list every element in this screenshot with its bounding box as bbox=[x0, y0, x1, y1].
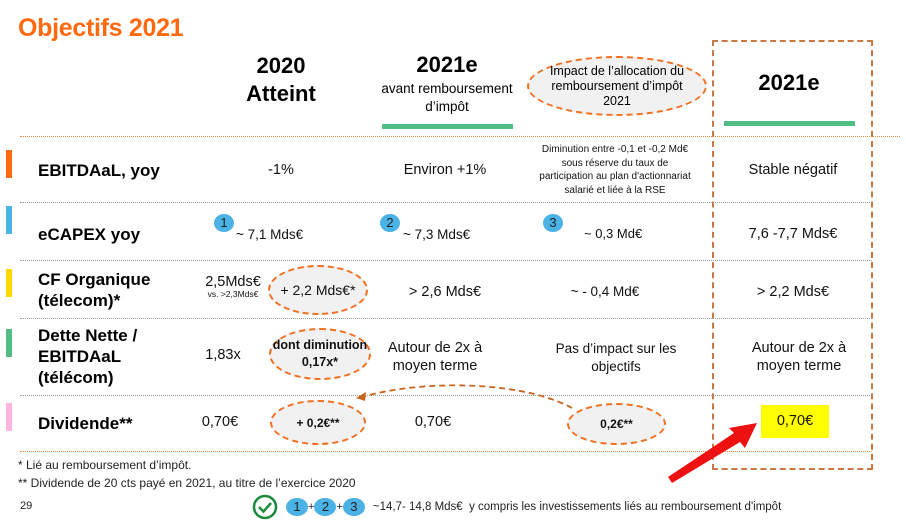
row-divider bbox=[20, 260, 872, 261]
cell-ebitdaal-2021-before: Environ +1% bbox=[403, 162, 487, 178]
oval-line: dont diminution bbox=[272, 338, 368, 352]
oval-dette-diminution: dont diminution 0,17x* bbox=[269, 328, 371, 380]
row-divider bbox=[20, 395, 872, 396]
subtitle-line: avant remboursement bbox=[381, 81, 513, 96]
badge-2: 2 bbox=[380, 214, 400, 232]
row-divider bbox=[20, 202, 872, 203]
plus-sign: + bbox=[308, 501, 315, 513]
footnote-1: * Lié au remboursement d’impôt. bbox=[18, 458, 192, 472]
badge-1: 1 bbox=[214, 214, 234, 232]
subtitle-line: d’impôt bbox=[425, 99, 469, 114]
plus-sign: + bbox=[336, 501, 343, 513]
oval-line: 0,17x* bbox=[301, 355, 339, 369]
cell-line: Pas d’impact sur les bbox=[555, 341, 677, 356]
row-label-dette-nette: Dette Nette / EBITDAaL (télécom) bbox=[38, 325, 137, 388]
impact-header-line: Impact de l’allocation du bbox=[549, 63, 685, 78]
col-header-2021-before-title: 2021e bbox=[416, 52, 478, 77]
cell-dividende-2021-before: 0,70€ bbox=[414, 414, 452, 430]
cell-line: moyen terme bbox=[756, 358, 842, 374]
cell-cf-impact: ~ - 0,4 Md€ bbox=[570, 284, 640, 299]
cell-ecapex-2020: ~ 7,1 Mds€ bbox=[236, 227, 304, 242]
cell-line: moyen terme bbox=[392, 358, 478, 374]
row-label-ecapex: eCAPEX yoy bbox=[38, 225, 141, 244]
impact-text-line: Diminution entre -0,1 et -0,2 Md€ bbox=[541, 144, 689, 155]
impact-text-line: sous réserve du taux de bbox=[561, 157, 669, 169]
oval-cf-allocation: + 2,2 Mds€* bbox=[268, 265, 368, 315]
impact-text-line: participation au plan d'actionnariat bbox=[539, 171, 691, 182]
cell-ecapex-2021-before: ~ 7,3 Mds€ bbox=[403, 227, 471, 242]
summary-line: 1 + 2 + 3 ~14,7- 14,8 Mds€ y compris les… bbox=[252, 494, 781, 520]
impact-header-line: remboursement d’impôt bbox=[551, 78, 683, 93]
cell-dividende-2020: 0,70€ bbox=[201, 414, 239, 430]
label-line: (télécom) bbox=[38, 368, 114, 387]
cell-dette-2021-before: Autour de 2x à moyen terme bbox=[372, 339, 498, 375]
col-header-impact-oval: Impact de l’allocation du remboursement … bbox=[527, 56, 707, 116]
red-arrow-icon bbox=[668, 423, 757, 483]
cell-dette-2020: 1,83x bbox=[205, 347, 241, 363]
dashed-curve-arrow bbox=[361, 384, 573, 409]
cell-dette-impact: Pas d’impact sur les objectifs bbox=[540, 340, 692, 376]
row-label-dividende: Dividende** bbox=[38, 414, 133, 433]
cell-cf-2021: > 2,2 Mds€ bbox=[756, 284, 830, 300]
cell-cf-2020: 2,5Mds€ vs. >2,3Mds€ bbox=[198, 274, 268, 299]
page-title: Objectifs 2021 bbox=[18, 14, 184, 42]
highlight-frame-2021 bbox=[712, 40, 873, 470]
label-line: EBITDAaL bbox=[38, 347, 122, 366]
row-color-bar-dette bbox=[6, 329, 12, 357]
cell-line: objectifs bbox=[591, 359, 641, 374]
dashed-arrow-head bbox=[356, 392, 366, 401]
label-line: (télecom)* bbox=[38, 291, 121, 310]
col-header-2020-status: Atteint bbox=[246, 81, 316, 106]
cell-dette-2021: Autour de 2x à moyen terme bbox=[714, 339, 884, 375]
cell-ebitdaal-2021: Stable négatif bbox=[748, 162, 838, 178]
summary-text: ~14,7- 14,8 Mds€ y compris les investiss… bbox=[372, 501, 782, 513]
cell-ecapex-2021: 7,6 -7,7 Mds€ bbox=[748, 226, 838, 242]
row-divider bbox=[20, 318, 872, 319]
header-divider bbox=[20, 136, 900, 137]
cell-line: Autour de 2x à bbox=[387, 340, 483, 356]
label-line: CF Organique bbox=[38, 270, 151, 289]
cell-ebitdaal-2020: -1% bbox=[268, 162, 294, 178]
cell-line: Autour de 2x à bbox=[751, 340, 847, 356]
col-header-2020: 2020 Atteint bbox=[226, 52, 336, 108]
row-label-ebitdaal: EBITDAaL, yoy bbox=[38, 161, 160, 180]
label-line: Dette Nette / bbox=[38, 326, 138, 345]
impact-text-line: salarié et liée à la RSE bbox=[564, 184, 666, 196]
cell-ebitdaal-impact: Diminution entre -0,1 et -0,2 Md€ sous r… bbox=[515, 143, 715, 197]
impact-header-line: 2021 bbox=[603, 93, 631, 108]
row-label-cf-organique: CF Organique (télecom)* bbox=[38, 269, 150, 311]
col-header-2021-before: 2021e avant remboursement d’impôt bbox=[364, 52, 530, 116]
footnote-2: ** Dividende de 20 cts payé en 2021, au … bbox=[18, 476, 356, 490]
green-underline bbox=[382, 124, 513, 129]
summary-badge-1: 1 bbox=[286, 498, 308, 516]
col-header-2020-year: 2020 bbox=[256, 53, 306, 78]
col-header-2021-before-subtitle: avant remboursement d’impôt bbox=[364, 80, 530, 116]
green-underline bbox=[724, 121, 855, 126]
page-number: 29 bbox=[20, 500, 33, 512]
oval-dividende-allocation: + 0,2€** bbox=[270, 400, 366, 445]
row-color-bar-cf bbox=[6, 269, 12, 297]
summary-badge-3: 3 bbox=[342, 498, 365, 516]
table-bottom-divider bbox=[20, 451, 872, 452]
check-circle-icon bbox=[252, 494, 278, 520]
cell-dividende-2021-highlighted: 0,70€ bbox=[761, 405, 829, 438]
cf-2020-note: vs. >2,3Mds€ bbox=[207, 289, 259, 299]
row-color-bar-dividende bbox=[6, 403, 12, 431]
row-color-bar-ebitdaal bbox=[6, 150, 12, 178]
row-color-bar-ecapex bbox=[6, 206, 12, 234]
summary-badge-2: 2 bbox=[314, 498, 337, 516]
oval-dividende-impact: 0,2€** bbox=[567, 403, 666, 445]
col-header-2021: 2021e bbox=[758, 70, 820, 95]
cf-2020-value: 2,5Mds€ bbox=[205, 274, 261, 290]
cell-cf-2021-before: > 2,6 Mds€ bbox=[408, 284, 482, 300]
cell-ecapex-impact: ~ 0,3 Md€ bbox=[584, 226, 643, 241]
badge-3: 3 bbox=[543, 214, 563, 232]
